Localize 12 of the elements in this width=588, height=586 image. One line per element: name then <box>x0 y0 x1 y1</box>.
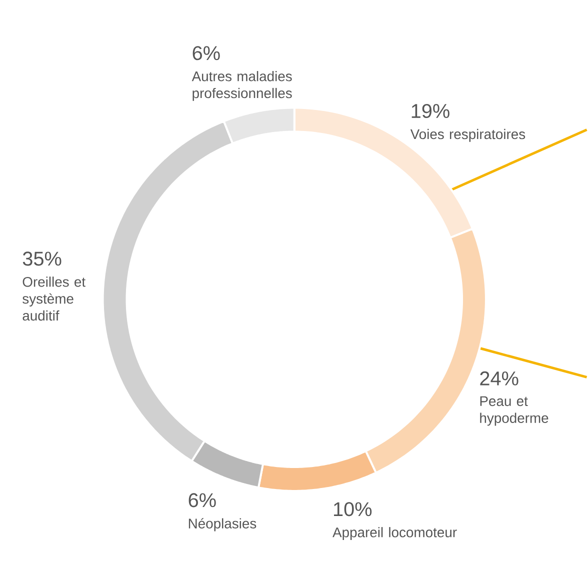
slice-label: Néoplasies <box>188 518 256 532</box>
data-label: 6% <box>192 46 220 60</box>
data-label: 24% <box>480 372 518 386</box>
data-label: 10% <box>334 502 372 516</box>
data-label: 35% <box>22 252 62 266</box>
slice-label: Peau et hypoderme <box>480 396 548 426</box>
slice-label: Oreilles et système auditif <box>22 276 86 321</box>
slice-label: Autres maladies professionnelles <box>192 71 292 102</box>
data-label: 6% <box>188 493 216 508</box>
slice-label: Voies respiratoires <box>410 129 526 142</box>
data-label: 19% <box>412 104 450 118</box>
slice-label: Appareil locomoteur <box>332 527 457 540</box>
